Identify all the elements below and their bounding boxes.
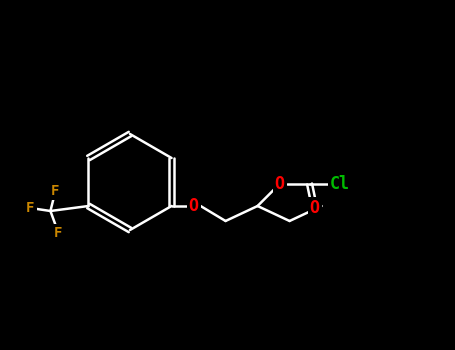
Text: Cl: Cl (329, 175, 349, 193)
Text: O: O (274, 175, 284, 193)
Text: F: F (51, 184, 60, 198)
Text: O: O (188, 197, 198, 215)
Text: O: O (309, 199, 319, 217)
Text: F: F (26, 201, 35, 215)
Text: F: F (54, 226, 63, 240)
